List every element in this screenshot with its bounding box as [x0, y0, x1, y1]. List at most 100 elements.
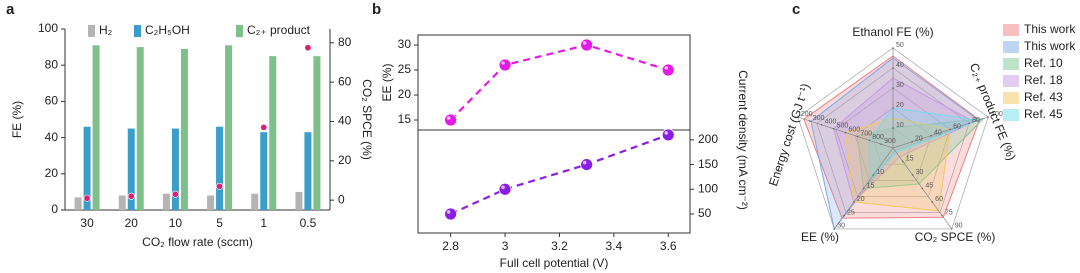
tick	[911, 141, 913, 143]
tick	[868, 139, 871, 142]
legend-swatch	[1003, 109, 1019, 121]
legend-swatch	[1003, 58, 1019, 70]
bar	[171, 128, 179, 210]
bar	[136, 47, 144, 210]
x-tick-label: 3.6	[660, 239, 677, 253]
radar-area	[832, 77, 975, 203]
axis-title: Ethanol FE (%)	[852, 25, 933, 39]
bar	[225, 45, 233, 210]
radar-area	[868, 107, 981, 182]
tick-label: 100	[991, 111, 1003, 118]
tick-label: 300	[813, 115, 825, 122]
tick-label: 600	[848, 126, 860, 133]
tick-label: 25	[847, 209, 855, 216]
highlight	[446, 116, 451, 120]
tick-label: 20	[896, 102, 904, 109]
bar	[251, 193, 259, 210]
bar	[118, 195, 126, 210]
x-tick-label: 5	[216, 216, 223, 230]
tick-label: 20	[915, 136, 923, 143]
highlight	[664, 131, 669, 135]
y-tick-label: 40	[45, 130, 59, 144]
legend-label: This work	[1024, 22, 1076, 36]
tick-label: 700	[860, 130, 872, 137]
x-tick-label: 2.8	[442, 239, 459, 253]
spce-point	[260, 123, 268, 131]
legend-label: Ref. 43	[1024, 90, 1063, 104]
tick	[931, 201, 933, 203]
legend-label: Ref. 10	[1024, 56, 1063, 70]
point	[580, 38, 594, 52]
tick	[987, 116, 989, 118]
legend-label: This work	[1024, 39, 1076, 53]
legend-label: C₂₊ product	[247, 23, 311, 37]
radar-area	[856, 118, 985, 189]
bar	[162, 193, 170, 210]
tick	[892, 107, 894, 109]
tick-label: 15	[867, 182, 875, 189]
tick-label: 10	[896, 122, 904, 129]
legend-label: Ref. 45	[1024, 107, 1063, 121]
highlight	[446, 210, 451, 214]
web	[797, 47, 989, 230]
bar	[216, 126, 224, 210]
y2-tick-label: 40	[338, 114, 352, 128]
tick	[950, 228, 953, 230]
bar	[304, 132, 312, 210]
tick-label: 60	[953, 123, 961, 130]
tick	[892, 127, 894, 129]
tick-label: 30	[837, 223, 845, 230]
tick-label: 15	[906, 155, 914, 162]
tick	[892, 47, 894, 49]
tick	[853, 201, 855, 203]
y2-tick-label: 20	[338, 153, 352, 167]
tick	[911, 174, 914, 176]
axis-title: EE (%)	[801, 230, 839, 244]
legend-swatch	[236, 25, 243, 37]
tick	[968, 122, 970, 125]
tick-label: 50	[896, 42, 904, 49]
tick	[872, 174, 875, 176]
y-tick-label: 15	[398, 112, 412, 126]
tick	[797, 116, 799, 118]
bar	[180, 48, 188, 210]
legend-swatch	[1003, 92, 1019, 104]
panel-label: a	[6, 1, 15, 18]
legend-label: Ref. 18	[1024, 73, 1063, 87]
legend-swatch	[1003, 75, 1019, 87]
tick	[941, 214, 943, 217]
web	[854, 107, 932, 181]
y-tick-label: 0	[51, 202, 58, 216]
point	[444, 207, 458, 221]
tick	[833, 228, 836, 230]
legend-swatch	[1003, 24, 1019, 36]
point	[661, 128, 675, 142]
axis-title: Energy cost (GJ t⁻¹)	[766, 82, 812, 188]
radar-area	[810, 57, 980, 231]
y2-axis-title: CO₂ SPCE (%)	[360, 79, 374, 160]
tick-label: 40	[934, 129, 942, 136]
bar	[313, 56, 321, 211]
tick	[844, 131, 847, 134]
point	[498, 58, 512, 72]
x-tick-label: 3	[502, 239, 509, 253]
x-tick-label: 20	[125, 216, 139, 230]
axis-title: CO₂ SPCE (%)	[915, 230, 996, 244]
point	[661, 63, 675, 77]
bar	[83, 126, 91, 210]
series-line	[449, 43, 669, 121]
tick-label: 900	[884, 138, 896, 145]
y-axis-title: FE (%)	[10, 101, 24, 138]
bar	[92, 45, 100, 210]
tick-label: 40	[896, 62, 904, 69]
panel-label: b	[372, 1, 381, 18]
y2-tick-label: 60	[338, 74, 352, 88]
tick-label: 400	[825, 119, 837, 126]
point	[498, 182, 512, 196]
bar	[260, 132, 268, 210]
tick	[892, 87, 894, 89]
tick-label: 30	[896, 82, 904, 89]
tick	[856, 135, 859, 138]
spce-point	[127, 192, 135, 200]
